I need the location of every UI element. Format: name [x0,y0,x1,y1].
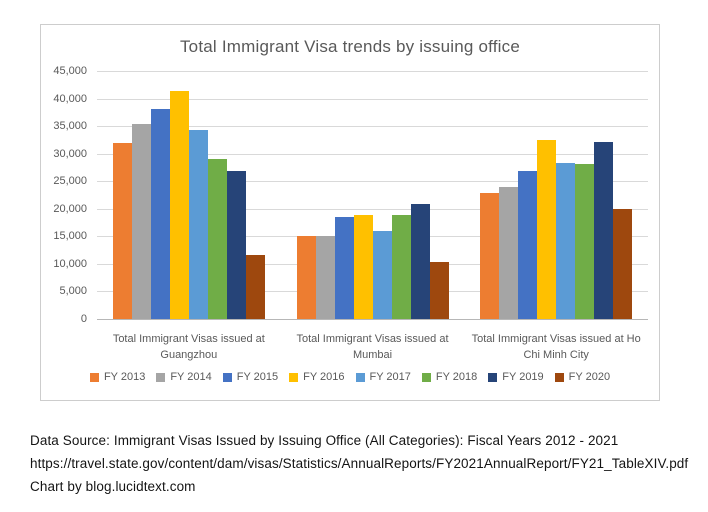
legend-label: FY 2013 [103,371,146,383]
bar-fy-2015 [334,217,354,319]
x-category-label-line: Total Immigrant Visas issued at [112,333,265,345]
legend-label: FY 2017 [369,371,411,383]
legend-label: FY 2014 [170,371,212,383]
bar-fy-2018 [207,159,227,319]
gridline [97,208,648,210]
bar-fy-2017 [372,230,392,319]
bar-fy-2015 [150,109,170,319]
x-axis-line [97,319,648,320]
gridline [97,126,648,128]
gridline [97,98,648,100]
legend-item: FY 2016 [289,371,345,383]
legend-swatch-icon [554,372,564,382]
legend-item: FY 2014 [156,371,212,383]
bar-fy-2019 [226,170,246,319]
bar-fy-2013 [480,193,500,319]
bar-fy-2017 [556,163,576,319]
bar-fy-2019 [594,141,614,319]
x-category-label-line: Chi Minh City [523,349,589,361]
bar-fy-2014 [131,124,151,319]
y-tick-label: 0 [80,313,87,325]
legend-swatch-icon [355,372,365,382]
legend: FY 2013 FY 2014 FY 2015 FY 2016 FY 2017 FY 20… [51,371,649,383]
legend-item: FY 2018 [421,371,478,383]
bar-groups [97,71,648,319]
y-tick-label: 15,000 [53,230,87,243]
bar-group [281,71,465,319]
bar-fy-2020 [429,262,449,319]
y-tick-label: 20,000 [53,202,87,215]
x-category-label: Total Immigrant Visas issued at Mumbai [281,331,465,363]
chart-title: Total Immigrant Visa trends by issuing o… [179,37,521,56]
legend-swatch-icon [421,372,431,382]
x-axis-category-labels: Total Immigrant Visas issued at Guangzhou… [97,331,648,363]
legend-swatch-icon [89,372,99,382]
y-tick-label: 5,000 [59,285,87,298]
footer: Data Source: Immigrant Visas Issued by I… [30,429,702,498]
bar-fy-2013 [296,235,316,319]
bar-fy-2016 [169,91,189,319]
x-category-label-line: Guangzhou [160,349,218,361]
legend-swatch-icon [488,372,498,382]
bar-fy-2013 [112,143,132,319]
x-category-label-line: Total Immigrant Visas issued at [296,333,449,345]
y-tick-label: 25,000 [53,175,87,188]
gridline [97,71,648,72]
legend-item: FY 2013 [89,371,146,383]
footer-data-source: Data Source: Immigrant Visas Issued by I… [30,433,619,448]
y-tick-label: 30,000 [53,147,87,160]
x-category-label-line: Total Immigrant Visas issued at Ho [471,333,641,345]
legend-swatch-icon [222,372,232,382]
bar-fy-2014 [315,235,335,319]
legend-item: FY 2020 [554,371,611,383]
chart-container: Total Immigrant Visa trends by issuing o… [40,24,660,401]
legend-label: FY 2018 [435,371,478,383]
bar-fy-2014 [499,186,519,319]
bar-group [97,71,281,319]
legend-item: FY 2015 [222,371,279,383]
y-tick-label: 10,000 [53,257,87,270]
bar-fy-2017 [188,129,208,319]
bar-fy-2018 [575,164,595,319]
legend-label: FY 2020 [568,371,611,383]
bar-fy-2018 [391,215,411,319]
bar-fy-2016 [353,214,373,319]
bar-fy-2020 [245,254,265,319]
bar-group [464,71,648,319]
y-tick-label: 45,000 [53,65,87,77]
legend-label: FY 2016 [303,371,345,383]
legend-label: FY 2015 [236,371,279,383]
bar-fy-2015 [518,170,538,319]
y-axis: 45,000 40,000 35,000 30,000 25,000 20,000 15,0… [41,65,93,325]
bar-fy-2016 [537,140,557,319]
bar-fy-2020 [613,209,633,319]
legend-swatch-icon [156,372,166,382]
legend-item: FY 2017 [355,371,411,383]
x-category-label-line: Mumbai [352,349,393,361]
x-category-label: Total Immigrant Visas issued at Ho Chi Mi… [464,331,648,363]
legend-swatch-icon [289,372,299,382]
plot-area [97,71,648,320]
y-tick-label: 40,000 [53,92,87,105]
footer-source-url: https://travel.state.gov/content/dam/vis… [30,456,689,471]
legend-item: FY 2019 [488,371,544,383]
legend-label: FY 2019 [502,371,544,383]
y-tick-label: 35,000 [53,120,87,133]
bar-fy-2019 [410,204,430,319]
x-category-label: Total Immigrant Visas issued at Guangzhou [97,331,281,363]
footer-credit: Chart by blog.lucidtext.com [30,479,196,494]
gridline [97,153,648,155]
gridline [97,181,648,183]
